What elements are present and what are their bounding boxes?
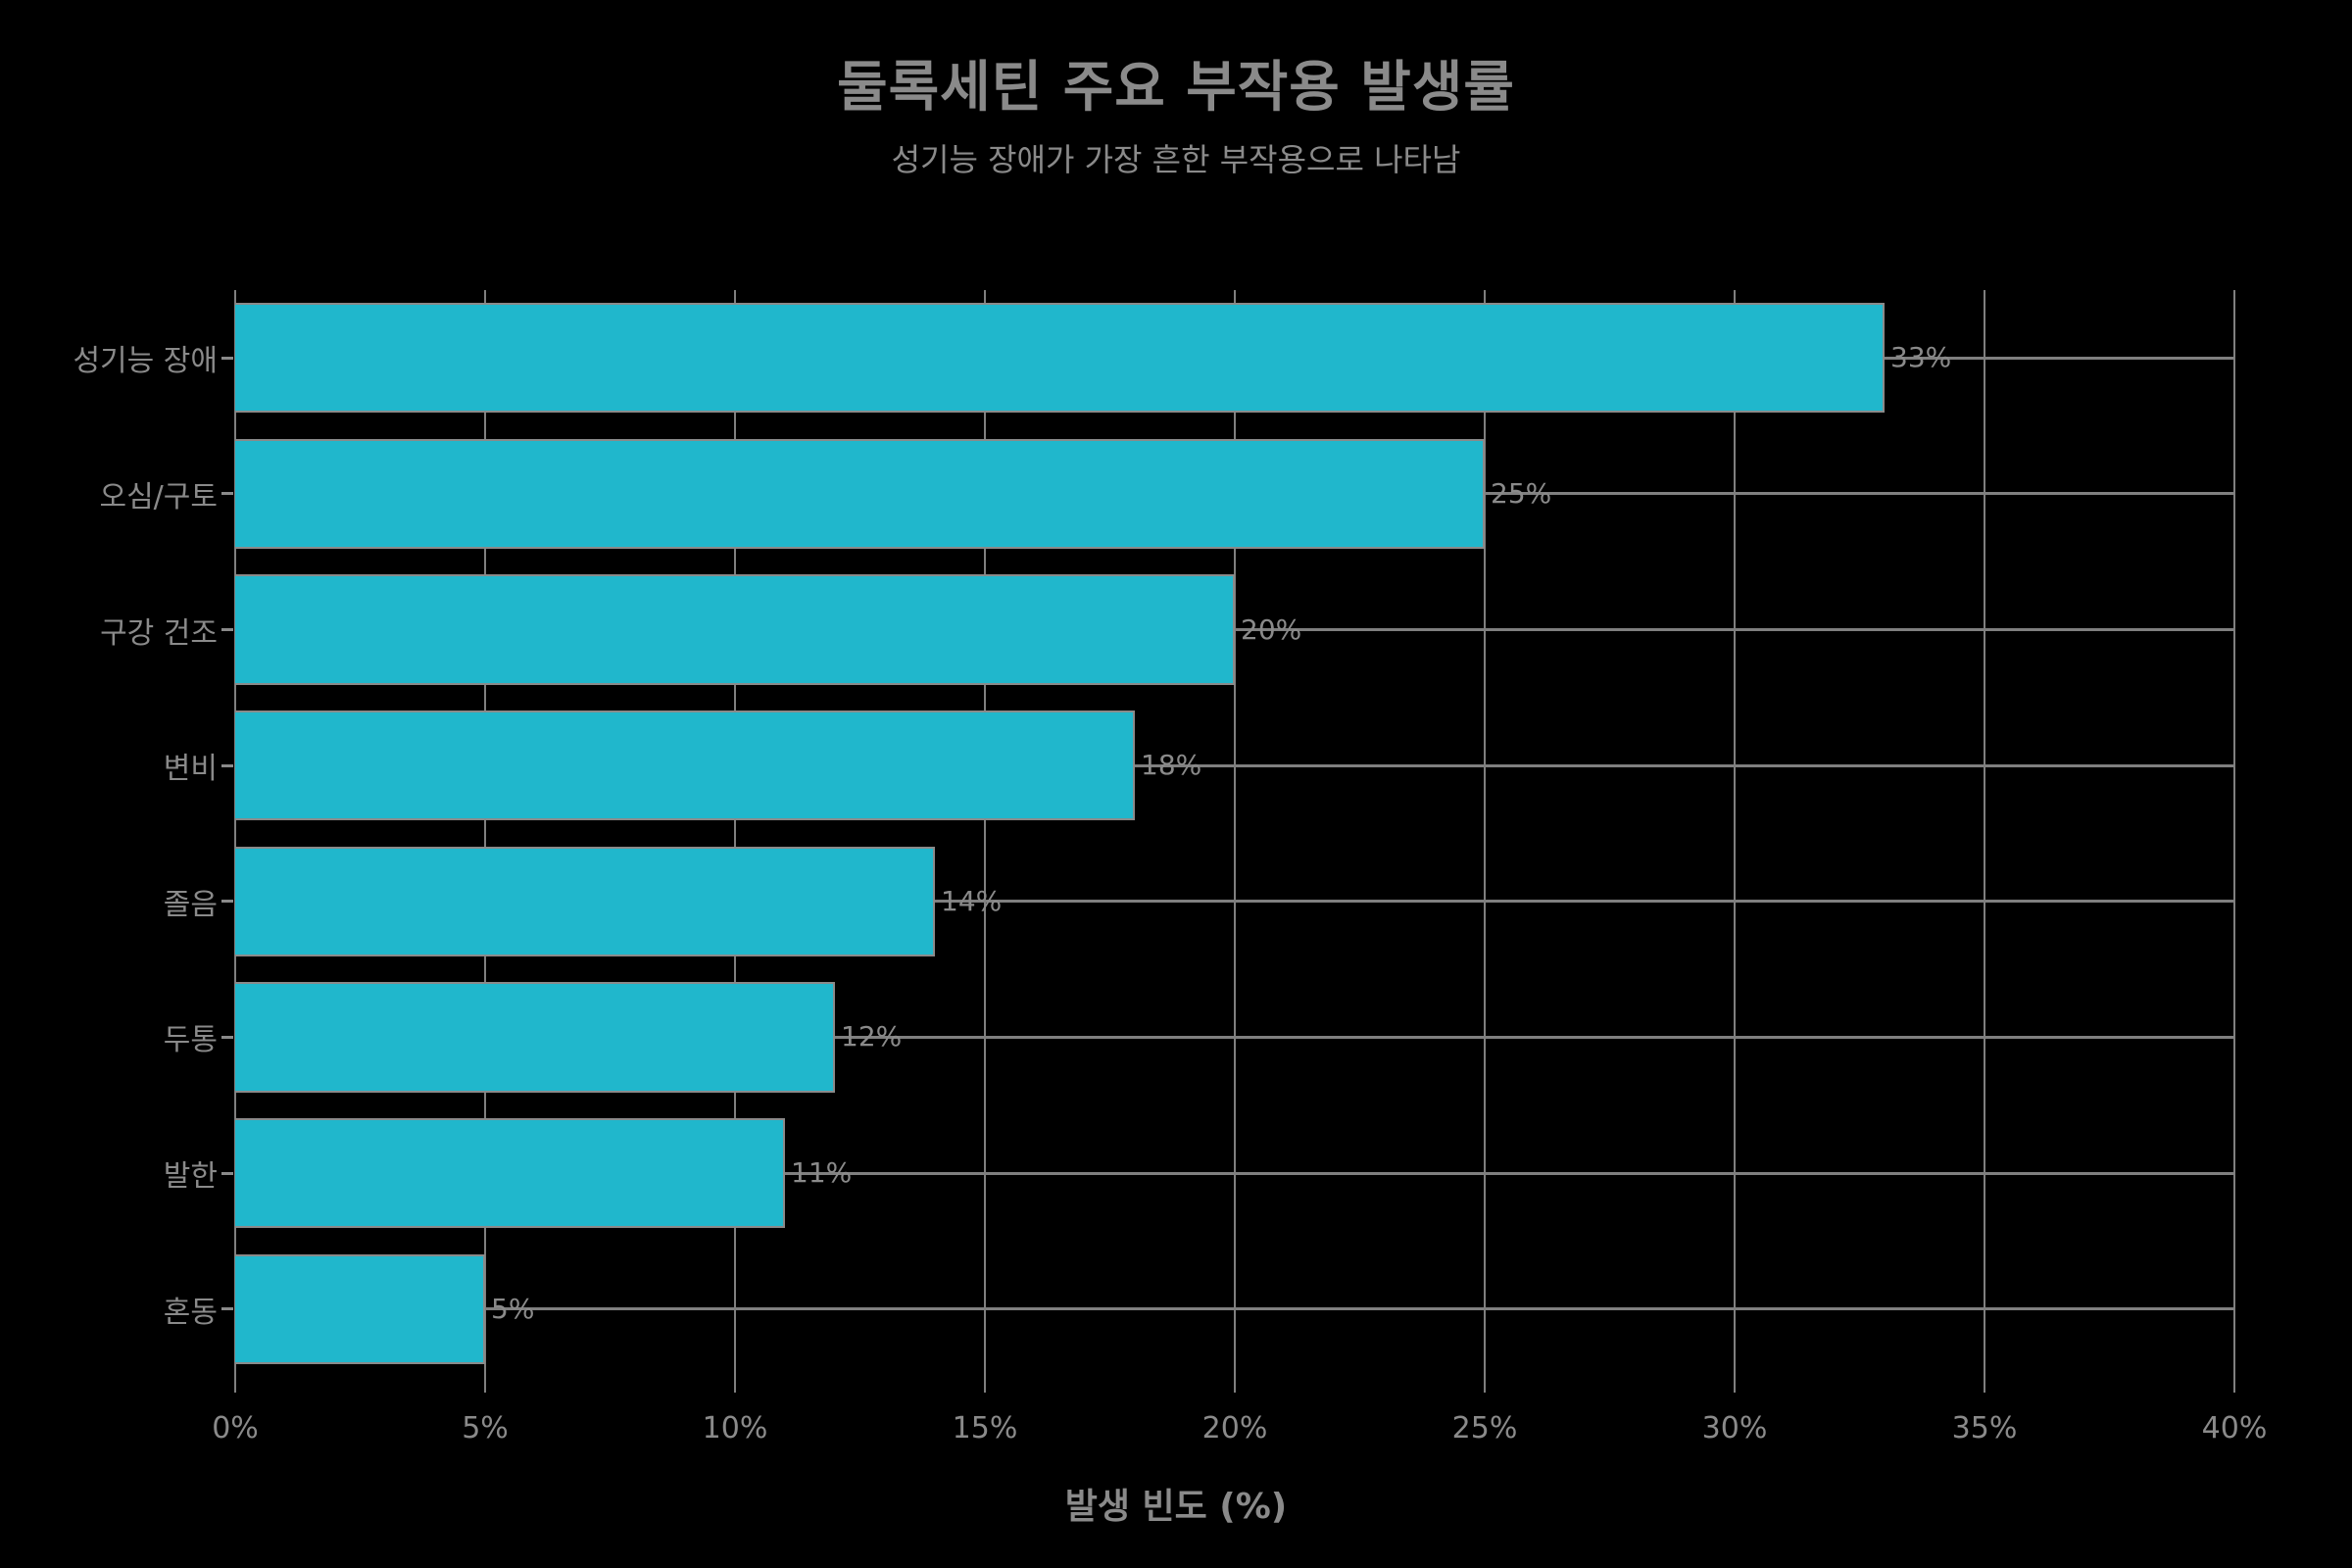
y-category-label: 구강 건조 — [100, 615, 218, 651]
y-gridline — [235, 1307, 2234, 1311]
y-category-label: 오심/구토 — [99, 479, 218, 514]
bar-value-label: 20% — [1241, 612, 1302, 646]
y-category-label: 성기능 장애 — [73, 344, 218, 379]
y-category-label: 변비 — [163, 752, 218, 787]
y-gridline — [235, 1035, 2234, 1039]
y-tick-mark — [221, 356, 233, 360]
x-gridline — [1234, 290, 1236, 1393]
bar-value-label: 25% — [1491, 476, 1552, 510]
y-category-label: 졸음 — [163, 887, 218, 922]
y-tick-mark — [221, 492, 233, 496]
bar-value-label: 11% — [791, 1156, 853, 1190]
y-tick-mark — [221, 763, 233, 767]
y-gridline — [235, 1171, 2234, 1175]
y-tick-mark — [221, 1171, 233, 1175]
x-gridline — [2233, 290, 2235, 1393]
y-category-label: 혼동 — [163, 1295, 218, 1330]
x-tick-label: 0% — [212, 1411, 259, 1446]
x-tick-label: 15% — [952, 1411, 1018, 1446]
bar — [235, 1253, 485, 1364]
y-gridline — [235, 763, 2234, 767]
y-category-label: 발한 — [163, 1159, 218, 1195]
x-gridline — [734, 290, 736, 1393]
chart-subtitle: 성기능 장애가 가장 흔한 부작용으로 나타남 — [891, 141, 1461, 178]
x-tick-label: 25% — [1451, 1411, 1518, 1446]
x-gridline — [1984, 290, 1985, 1393]
x-tick-label: 30% — [1701, 1411, 1768, 1446]
bar-value-label: 33% — [1890, 341, 1952, 374]
bar — [235, 710, 1135, 821]
bar — [235, 303, 1885, 414]
y-tick-mark — [221, 900, 233, 904]
y-gridline — [235, 900, 2234, 904]
bar-value-label: 5% — [491, 1292, 535, 1325]
chart-title: 둘록세틴 주요 부작용 발생률 — [837, 56, 1515, 120]
x-gridline — [984, 290, 986, 1393]
bar — [235, 1117, 785, 1229]
x-tick-label: 10% — [702, 1411, 768, 1446]
x-gridline — [484, 290, 486, 1393]
x-tick-label: 20% — [1201, 1411, 1268, 1446]
y-gridline — [235, 628, 2234, 632]
x-gridline — [1734, 290, 1736, 1393]
x-gridline — [1484, 290, 1486, 1393]
x-axis-title: 발생 빈도 (%) — [1064, 1487, 1288, 1527]
y-tick-mark — [221, 1307, 233, 1311]
x-gridline — [234, 290, 236, 1393]
y-tick-mark — [221, 628, 233, 632]
y-tick-mark — [221, 1035, 233, 1039]
x-tick-label: 40% — [2201, 1411, 2268, 1446]
bar-value-label: 12% — [841, 1020, 903, 1054]
bar-value-label: 18% — [1141, 749, 1202, 782]
plot-area: 33% 25% 20% 18% 14% 12% 11% 5% — [234, 290, 2235, 1393]
x-tick-label: 35% — [1951, 1411, 2018, 1446]
bar-value-label: 14% — [941, 884, 1003, 917]
y-category-label: 두통 — [163, 1023, 218, 1058]
bar — [235, 846, 935, 956]
bar — [235, 982, 835, 1093]
bar — [235, 438, 1485, 550]
x-tick-label: 5% — [462, 1411, 509, 1446]
bar — [235, 574, 1235, 685]
